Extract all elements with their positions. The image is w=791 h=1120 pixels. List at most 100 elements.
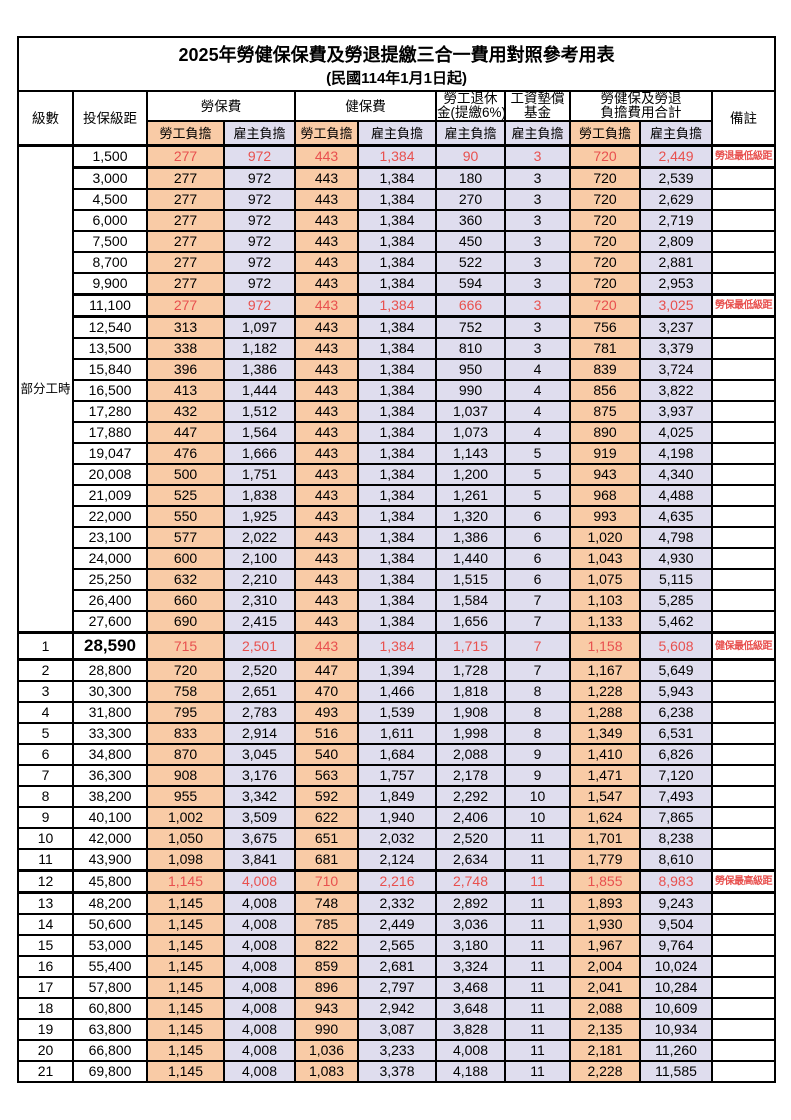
total-employee-cell: 1,167: [569, 658, 641, 682]
total-employer-cell: 10,609: [639, 997, 713, 1020]
level-cell: 4: [17, 701, 74, 724]
bracket-cell: 3,000: [72, 166, 148, 190]
reference-table: 2025年勞健保保費及勞退提繳三合一費用對照參考用表 (民國114年1月1日起)…: [16, 36, 777, 1083]
labor-employee-cell: 1,145: [146, 976, 225, 999]
bracket-cell: 21,009: [72, 484, 148, 507]
labor-employee-cell: 1,002: [146, 806, 225, 829]
labor-employee-cell: 1,098: [146, 848, 225, 872]
wage-fund-employer-cell: 10: [504, 806, 571, 829]
table-row: 13,500 338 1,182 443 1,384 810 3 781 3,379: [18, 337, 777, 360]
wage-fund-employer-cell: 11: [504, 1060, 571, 1083]
labor-employee-cell: 277: [146, 144, 225, 169]
pension-employer-cell: 1,073: [435, 421, 506, 444]
labor-employee-cell: 1,145: [146, 1039, 225, 1062]
health-employer-cell: 1,539: [357, 701, 437, 724]
health-employer-cell: 1,394: [357, 658, 437, 682]
labor-employer-cell: 4,008: [223, 934, 296, 957]
table-row: 17,880 447 1,564 443 1,384 1,073 4 890 4,025: [18, 421, 777, 444]
table-row: 7,500 277 972 443 1,384 450 3 720 2,809: [18, 230, 777, 253]
total-employer-cell: 3,025: [639, 293, 713, 318]
health-employer-cell: 1,384: [357, 568, 437, 591]
level-cell: 15: [17, 934, 74, 957]
remark-cell: [710, 1039, 777, 1062]
health-employer-cell: 3,378: [357, 1060, 437, 1083]
remark-cell: [710, 701, 777, 724]
level-cell: 13: [17, 891, 74, 915]
total-employee-cell: 1,779: [569, 848, 641, 872]
labor-employer-cell: 2,310: [223, 589, 296, 612]
level-cell: 5: [17, 722, 74, 745]
labor-employee-cell: 690: [146, 610, 225, 634]
labor-employee-cell: 277: [146, 293, 225, 318]
table-row: 26,400 660 2,310 443 1,384 1,584 7 1,103 5,285: [18, 589, 777, 612]
labor-employee-cell: 833: [146, 722, 225, 745]
health-employee-cell: 622: [294, 806, 359, 829]
wage-fund-employer-cell: 6: [504, 568, 571, 591]
labor-employer-cell: 2,022: [223, 526, 296, 549]
bracket-cell: 50,600: [72, 913, 148, 936]
total-employee-cell: 1,701: [569, 827, 641, 850]
premium-reference-table: 2025年勞健保保費及勞退提繳三合一費用對照參考用表 (民國114年1月1日起)…: [16, 36, 777, 1083]
health-employer-cell: 3,233: [357, 1039, 437, 1062]
table-row: 14 50,600 1,145 4,008 785 2,449 3,036 11 1,930 9,…: [17, 913, 777, 936]
pension-employer-cell: 1,200: [435, 463, 506, 486]
total-employee-cell: 875: [569, 400, 641, 423]
remark-cell: [710, 934, 777, 957]
total-employer-cell: 2,719: [639, 209, 713, 232]
remark-cell: [710, 743, 777, 766]
health-employer-cell: 1,384: [357, 188, 437, 211]
table-row: 5 33,300 833 2,914 516 1,611 1,998 8 1,349 6,531: [17, 722, 777, 745]
bracket-cell: 19,047: [72, 442, 148, 465]
level-cell: 14: [17, 913, 74, 936]
bracket-cell: 42,000: [72, 827, 148, 850]
remark-cell: [710, 209, 777, 232]
labor-employee-cell: 432: [146, 400, 225, 423]
header-health-employee: 勞工負擔: [294, 120, 359, 147]
remark-cell: [710, 827, 777, 850]
health-employer-cell: 2,332: [357, 891, 437, 915]
level-cell: 10: [17, 827, 74, 850]
header-pension-line2: 金(提繳6%): [437, 105, 505, 120]
remark-cell: 勞退最低級距: [710, 144, 777, 169]
table-row: 3 30,300 758 2,651 470 1,466 1,818 8 1,228 5,943: [17, 680, 777, 703]
level-cell: 12: [17, 869, 74, 894]
labor-employer-cell: 4,008: [223, 891, 296, 915]
health-employer-cell: 2,681: [357, 955, 437, 978]
labor-employee-cell: 660: [146, 589, 225, 612]
header-wage-fund-employer: 雇主負擔: [504, 120, 571, 147]
remark-cell: 勞保最高級距: [710, 869, 777, 894]
health-employee-cell: 443: [294, 251, 359, 274]
labor-employer-cell: 4,008: [223, 913, 296, 936]
labor-employer-cell: 4,008: [223, 997, 296, 1020]
total-employer-cell: 11,260: [639, 1039, 713, 1062]
pension-employer-cell: 1,584: [435, 589, 506, 612]
table-row: 25,250 632 2,210 443 1,384 1,515 6 1,075 5,115: [18, 568, 777, 591]
header-health-employer: 雇主負擔: [357, 120, 437, 147]
remark-cell: [710, 505, 777, 528]
labor-employee-cell: 413: [146, 379, 225, 402]
wage-fund-employer-cell: 4: [504, 400, 571, 423]
labor-employee-cell: 870: [146, 743, 225, 766]
total-employer-cell: 4,025: [639, 421, 713, 444]
health-employer-cell: 1,757: [357, 764, 437, 787]
total-employer-cell: 4,930: [639, 547, 713, 570]
health-employee-cell: 990: [294, 1018, 359, 1041]
labor-employer-cell: 2,914: [223, 722, 296, 745]
remark-cell: [710, 463, 777, 486]
health-employee-cell: 443: [294, 505, 359, 528]
remark-cell: [710, 568, 777, 591]
labor-employer-cell: 3,675: [223, 827, 296, 850]
bracket-cell: 28,590: [72, 631, 148, 661]
health-employee-cell: 443: [294, 230, 359, 253]
health-employee-cell: 443: [294, 400, 359, 423]
table-row: 19 63,800 1,145 4,008 990 3,087 3,828 11 2,135 10…: [17, 1018, 777, 1041]
labor-employee-cell: 955: [146, 785, 225, 808]
wage-fund-employer-cell: 3: [504, 144, 571, 169]
level-cell: 3: [17, 680, 74, 703]
total-employee-cell: 1,288: [569, 701, 641, 724]
health-employee-cell: 748: [294, 891, 359, 915]
total-employer-cell: 3,379: [639, 337, 713, 360]
bracket-cell: 9,900: [72, 272, 148, 296]
labor-employer-cell: 972: [223, 230, 296, 253]
total-employer-cell: 2,449: [639, 144, 713, 169]
